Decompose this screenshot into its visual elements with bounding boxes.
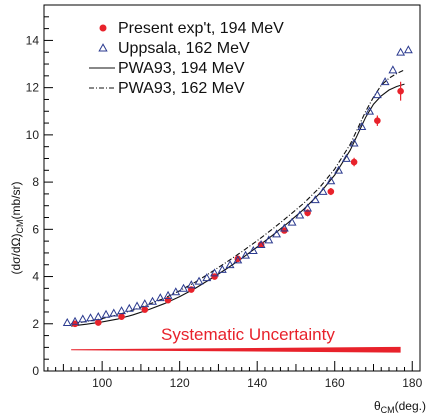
uppsala-point	[403, 45, 413, 54]
present-exp-point	[281, 227, 288, 234]
plot-border	[43, 4, 421, 372]
legend-marker-present	[99, 24, 107, 32]
y-tick-label: 2	[32, 317, 39, 331]
pwa93-194-curve	[71, 83, 405, 327]
uppsala-point	[248, 245, 258, 254]
uppsala-point	[163, 290, 173, 299]
uppsala-point	[256, 240, 266, 249]
uppsala-point	[124, 303, 134, 312]
present-exp-point	[234, 255, 242, 263]
x-tick-label: 160	[325, 376, 345, 390]
uppsala-point	[295, 210, 305, 219]
uppsala-point	[171, 287, 181, 296]
y-axis-unit: (mb/sr)	[9, 181, 23, 219]
uppsala-point	[334, 165, 344, 174]
uppsala-point	[70, 316, 80, 325]
plot-frame	[43, 4, 421, 372]
uppsala-point	[310, 195, 320, 204]
y-tick-label: 0	[32, 364, 39, 378]
systematic-uncertainty-label: Systematic Uncertainty	[161, 325, 335, 344]
present-exp-point	[350, 158, 358, 166]
uppsala-point	[349, 138, 359, 147]
uppsala-point	[365, 106, 375, 115]
x-tick-label: 120	[170, 376, 190, 390]
theory-curves	[71, 69, 405, 327]
present-exp-point	[141, 306, 149, 313]
uppsala-point	[148, 296, 157, 305]
uppsala-point	[372, 90, 382, 99]
uppsala-point	[388, 65, 398, 74]
y-tick-label: 12	[26, 81, 40, 95]
y-tick-label: 4	[32, 270, 39, 284]
pwa93-162-curve	[71, 69, 405, 325]
present-exp-point	[327, 188, 335, 195]
x-axis-title: θCM(deg.)	[374, 399, 426, 415]
legend-label: Present exp't, 194 MeV	[118, 20, 284, 37]
legend: Present exp't, 194 MeV Uppsala, 162 MeV PW…	[89, 20, 284, 97]
present-exp-point	[94, 319, 102, 326]
uppsala-point	[217, 264, 227, 273]
present-exp-point	[397, 87, 404, 95]
uppsala-point	[117, 306, 126, 315]
data-points	[62, 45, 413, 328]
x-axis-unit: (deg.)	[395, 399, 426, 413]
x-tick-label: 180	[402, 376, 422, 390]
uppsala-point	[140, 299, 150, 308]
uppsala-point	[78, 314, 88, 323]
uppsala-point	[155, 293, 165, 302]
uppsala-point	[241, 250, 251, 259]
y-axis-subscript: CM	[15, 219, 25, 233]
uppsala-point	[194, 276, 204, 285]
uppsala-point	[264, 235, 274, 244]
x-axis-label: θ	[374, 399, 381, 413]
uppsala-point	[318, 186, 328, 195]
legend-label: PWA93, 194 MeV	[118, 60, 245, 77]
uppsala-point	[210, 268, 220, 277]
legend-label: Uppsala, 162 MeV	[118, 40, 250, 57]
uppsala-point	[287, 217, 297, 226]
present-exp-point	[211, 273, 218, 280]
present-exp-point	[374, 117, 381, 125]
y-axis-label: (dσ/dΩ)	[9, 233, 23, 274]
x-tick-label: 140	[247, 376, 267, 390]
legend-label: PWA93, 162 MeV	[118, 80, 245, 97]
y-tick-label: 10	[26, 128, 40, 142]
uppsala-point	[202, 273, 212, 282]
y-tick-label: 8	[32, 175, 39, 189]
uppsala-point	[272, 229, 282, 238]
y-tick-label: 14	[26, 33, 40, 47]
uppsala-point	[279, 223, 289, 232]
uppsala-point	[132, 301, 142, 310]
uppsala-point	[233, 255, 243, 264]
x-axis-subscript: CM	[381, 405, 395, 415]
systematic-uncertainty-band	[71, 346, 401, 353]
present-exp-point	[118, 313, 125, 320]
uppsala-point	[101, 309, 111, 318]
uppsala-point	[86, 313, 95, 322]
legend-marker-uppsala	[98, 43, 108, 52]
uppsala-point	[93, 312, 103, 321]
present-exp-point	[71, 320, 79, 328]
uppsala-point	[326, 176, 336, 185]
x-tick-label: 100	[92, 376, 112, 390]
uppsala-point	[62, 317, 72, 326]
uppsala-point	[380, 77, 390, 86]
uppsala-point	[179, 283, 188, 292]
y-axis-title: (dσ/dΩ)CM(mb/sr)	[9, 181, 25, 274]
uppsala-point	[357, 121, 367, 130]
uppsala-point	[109, 308, 119, 317]
uppsala-point	[396, 47, 406, 56]
uppsala-point	[303, 203, 313, 212]
uppsala-point	[186, 280, 196, 289]
systematic-uncertainty-wedge	[71, 346, 401, 353]
axis-ticks: 0 2 4 6 8 10 12 14 100 120 140 160 180	[26, 4, 423, 390]
y-tick-label: 6	[32, 222, 39, 236]
uppsala-point	[341, 153, 351, 162]
uppsala-point	[225, 260, 235, 269]
